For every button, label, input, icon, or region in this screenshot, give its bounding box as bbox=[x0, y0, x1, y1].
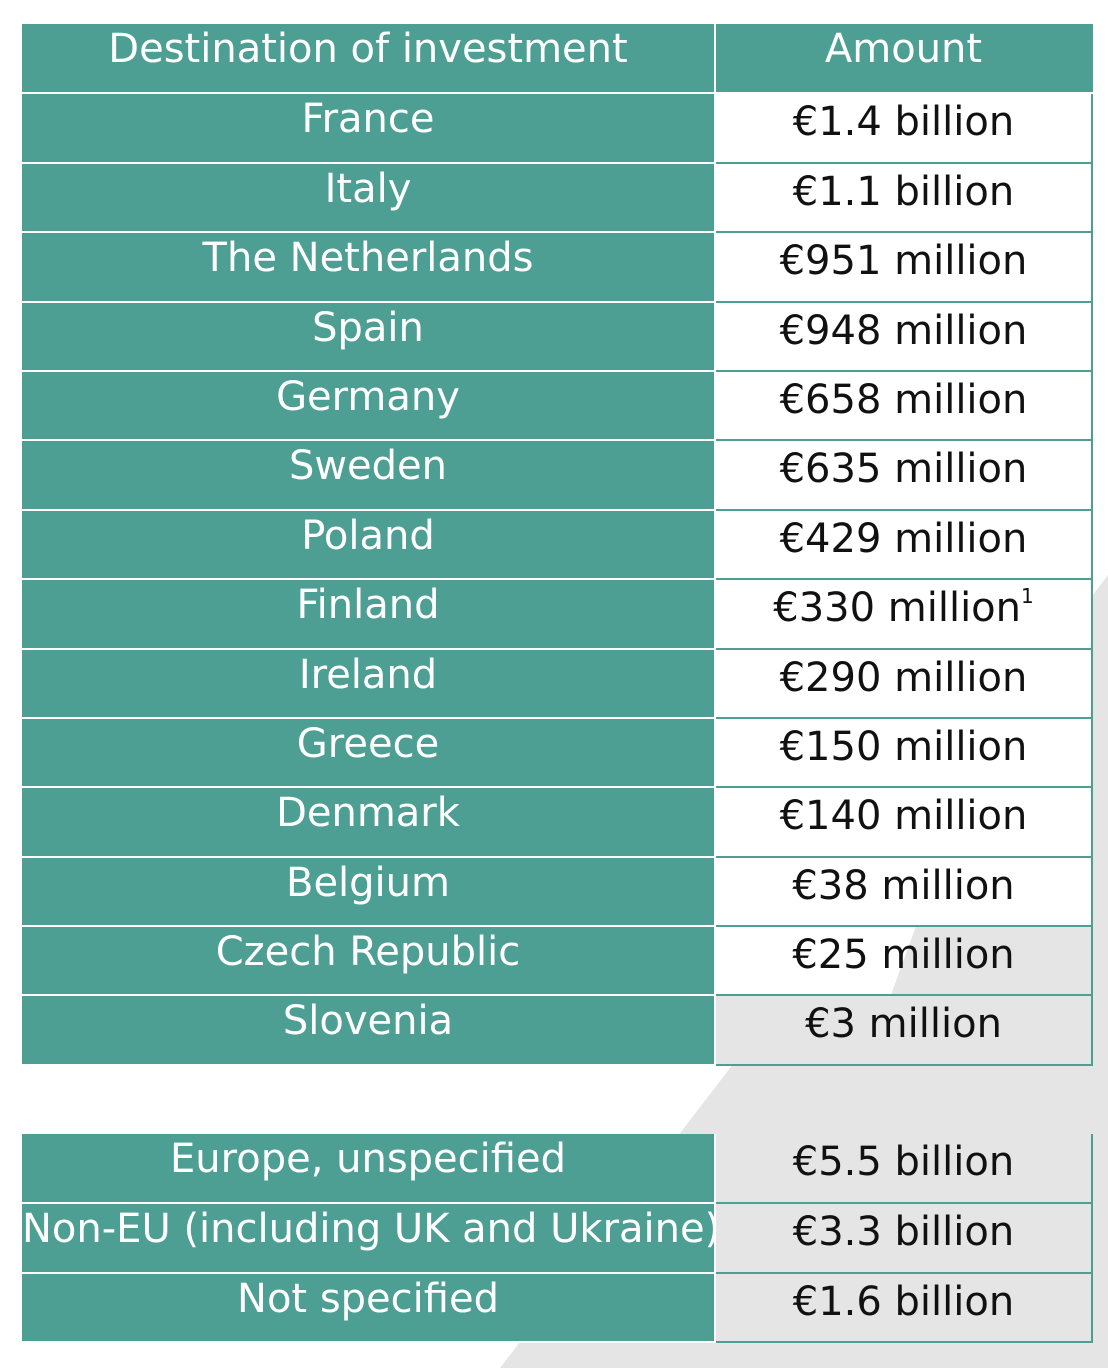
destination-cell: Finland bbox=[22, 579, 716, 650]
amount-cell: €150 million bbox=[715, 717, 1093, 789]
amount-cell: €3.3 billion bbox=[715, 1203, 1093, 1274]
table-row: Sweden €635 million bbox=[22, 440, 1093, 511]
table-header-row: Destination of investment Amount bbox=[22, 24, 1093, 95]
table-row: Finland €330 million1 bbox=[22, 579, 1093, 650]
destination-cell: Sweden bbox=[22, 440, 716, 511]
destination-cell: Czech Republic bbox=[22, 926, 716, 997]
table-row: Not specified €1.6 billion bbox=[22, 1272, 1093, 1344]
table-row: Germany €658 million bbox=[22, 370, 1093, 442]
table-row: Spain €948 million bbox=[22, 301, 1093, 372]
amount-cell: €1.4 billion bbox=[715, 93, 1093, 164]
amount-cell: €38 million bbox=[715, 856, 1093, 928]
table-row: Poland €429 million bbox=[22, 509, 1093, 581]
amount-cell: €1.6 billion bbox=[715, 1272, 1093, 1344]
amount-cell: €658 million bbox=[715, 370, 1093, 442]
table-row: Italy €1.1 billion bbox=[22, 162, 1093, 234]
destination-cell: Slovenia bbox=[22, 995, 716, 1066]
amount-cell: €330 million1 bbox=[715, 579, 1093, 650]
table-row: The Netherlands €951 million bbox=[22, 232, 1093, 303]
amount-cell: €3 million bbox=[715, 995, 1093, 1066]
column-header-destination: Destination of investment bbox=[22, 24, 716, 95]
table-row: Greece €150 million bbox=[22, 717, 1093, 789]
destination-cell: Denmark bbox=[22, 787, 716, 858]
amount-cell: €429 million bbox=[715, 509, 1093, 581]
destination-text: Non-EU (including UK and Ukraine) bbox=[22, 1206, 714, 1253]
amount-value: €330 million bbox=[773, 585, 1022, 632]
table-row: Europe, unspecified €5.5 billion bbox=[22, 1134, 1093, 1205]
amount-cell: €25 million bbox=[715, 926, 1093, 997]
table-row: Czech Republic €25 million bbox=[22, 926, 1093, 997]
destination-cell: Ireland bbox=[22, 648, 716, 719]
amount-cell: €290 million bbox=[715, 648, 1093, 719]
destination-cell: Italy bbox=[22, 162, 716, 234]
table-row: Denmark €140 million bbox=[22, 787, 1093, 858]
table-row: Belgium €38 million bbox=[22, 856, 1093, 928]
destination-cell: Europe, unspecified bbox=[22, 1134, 716, 1205]
destination-cell: France bbox=[22, 93, 716, 164]
amount-cell: €948 million bbox=[715, 301, 1093, 372]
amount-cell: €635 million bbox=[715, 440, 1093, 511]
destination-cell: Non-EU (including UK and Ukraine) bbox=[22, 1203, 716, 1274]
destination-cell: Spain bbox=[22, 301, 716, 372]
destination-cell: The Netherlands bbox=[22, 232, 716, 303]
other-destinations-table: Europe, unspecified €5.5 billion Non-EU … bbox=[22, 1134, 1093, 1344]
destination-cell: Greece bbox=[22, 717, 716, 789]
destination-cell: Germany bbox=[22, 370, 716, 442]
amount-cell: €5.5 billion bbox=[715, 1134, 1093, 1205]
destination-cell: Belgium bbox=[22, 856, 716, 928]
footnote-marker: 1 bbox=[1021, 584, 1034, 609]
table-row: Ireland €290 million bbox=[22, 648, 1093, 719]
amount-cell: €951 million bbox=[715, 232, 1093, 303]
destination-cell: Not specified bbox=[22, 1272, 716, 1344]
destination-cell: Poland bbox=[22, 509, 716, 581]
amount-cell: €140 million bbox=[715, 787, 1093, 858]
table-row: France €1.4 billion bbox=[22, 93, 1093, 164]
investment-table: Destination of investment Amount France … bbox=[22, 24, 1093, 1066]
amount-cell: €1.1 billion bbox=[715, 162, 1093, 234]
table-row: Non-EU (including UK and Ukraine) €3.3 b… bbox=[22, 1203, 1093, 1274]
table-row: Slovenia €3 million bbox=[22, 995, 1093, 1066]
column-header-amount: Amount bbox=[715, 24, 1093, 95]
